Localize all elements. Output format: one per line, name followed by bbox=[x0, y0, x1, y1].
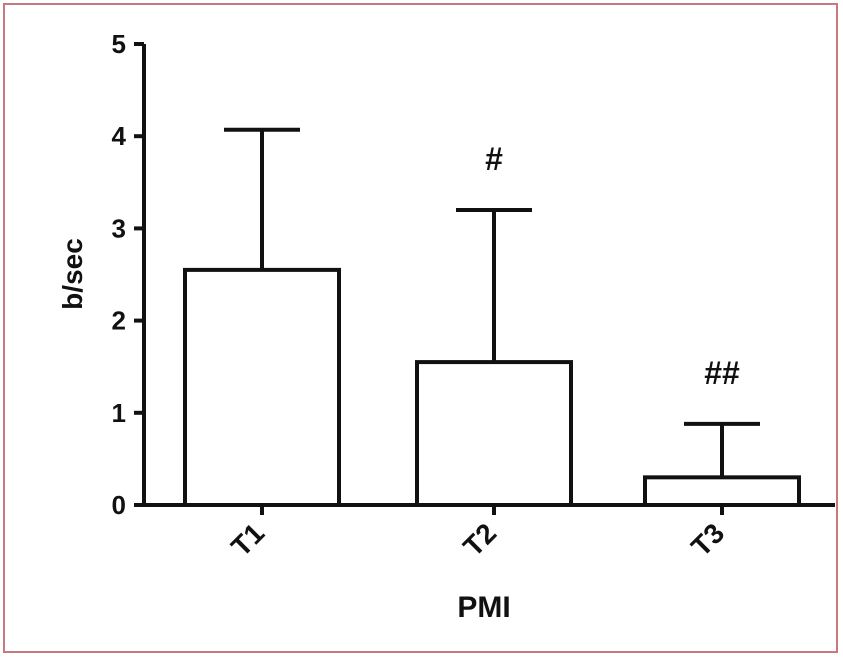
y-tick-label: 4 bbox=[112, 121, 127, 151]
y-tick-label: 0 bbox=[112, 490, 126, 520]
x-tick-label: T1 bbox=[225, 517, 270, 562]
y-tick-label: 1 bbox=[112, 398, 126, 428]
x-axis-label: PMI bbox=[457, 591, 510, 624]
bar-T1 bbox=[183, 267, 341, 508]
bar-T2 bbox=[415, 360, 573, 507]
y-tick-label: 2 bbox=[112, 306, 126, 336]
y-tick-label: 5 bbox=[112, 29, 126, 59]
x-tick-label: T2 bbox=[457, 517, 502, 562]
significance-label-T3: ## bbox=[704, 355, 740, 391]
y-axis: 0 1 2 3 4 5 bbox=[112, 29, 146, 520]
y-tick-label: 3 bbox=[112, 213, 126, 243]
x-axis: T1 T2 T3 bbox=[142, 503, 835, 562]
bar-T3 bbox=[643, 475, 801, 507]
bars: ### bbox=[183, 127, 801, 508]
x-tick-label: T3 bbox=[685, 517, 730, 562]
y-axis-label: b/sec bbox=[57, 238, 88, 310]
significance-label-T2: # bbox=[485, 141, 503, 177]
